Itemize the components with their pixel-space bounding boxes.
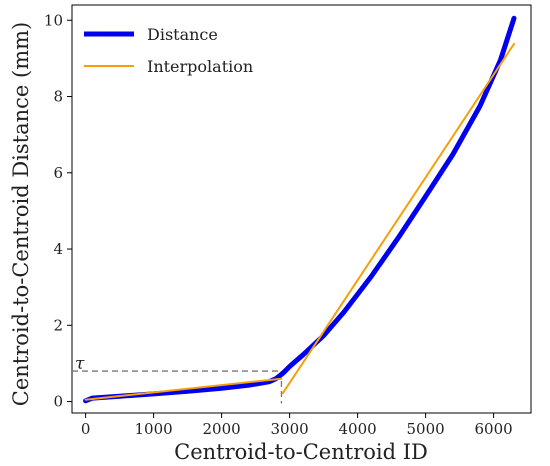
series-interpolation-line	[281, 42, 515, 395]
threshold-label: τ	[75, 354, 85, 374]
x-tick-label: 6000	[475, 420, 513, 438]
x-tick-label: 4000	[339, 420, 377, 438]
plot-frame	[71, 4, 532, 414]
y-tick-label: 10	[44, 11, 63, 29]
x-axis-ticks: 0 1000 2000 3000 4000 5000 6000	[81, 413, 513, 438]
legend: Distance Interpolation	[84, 25, 253, 76]
y-tick-label: 8	[53, 88, 63, 106]
x-tick-label: 0	[81, 420, 91, 438]
y-tick-label: 6	[53, 164, 63, 182]
legend-label: Interpolation	[147, 57, 253, 76]
x-tick-label: 5000	[407, 420, 445, 438]
x-tick-label: 1000	[135, 420, 173, 438]
y-tick-label: 2	[53, 316, 63, 334]
x-tick-label: 2000	[203, 420, 241, 438]
y-tick-label: 0	[53, 393, 63, 411]
series-interpolation-line	[84, 377, 283, 401]
axes-frame	[71, 4, 532, 414]
x-axis-label: Centroid-to-Centroid ID	[174, 440, 428, 464]
series-layer	[83, 15, 517, 404]
y-axis-label: Centroid-to-Centroid Distance (mm)	[9, 22, 33, 406]
series-distance-line	[83, 15, 517, 404]
x-tick-label: 3000	[271, 420, 309, 438]
legend-label: Distance	[147, 25, 218, 44]
y-tick-label: 4	[53, 240, 63, 258]
y-axis-ticks: 0 2 4 6 8 10	[44, 11, 72, 411]
